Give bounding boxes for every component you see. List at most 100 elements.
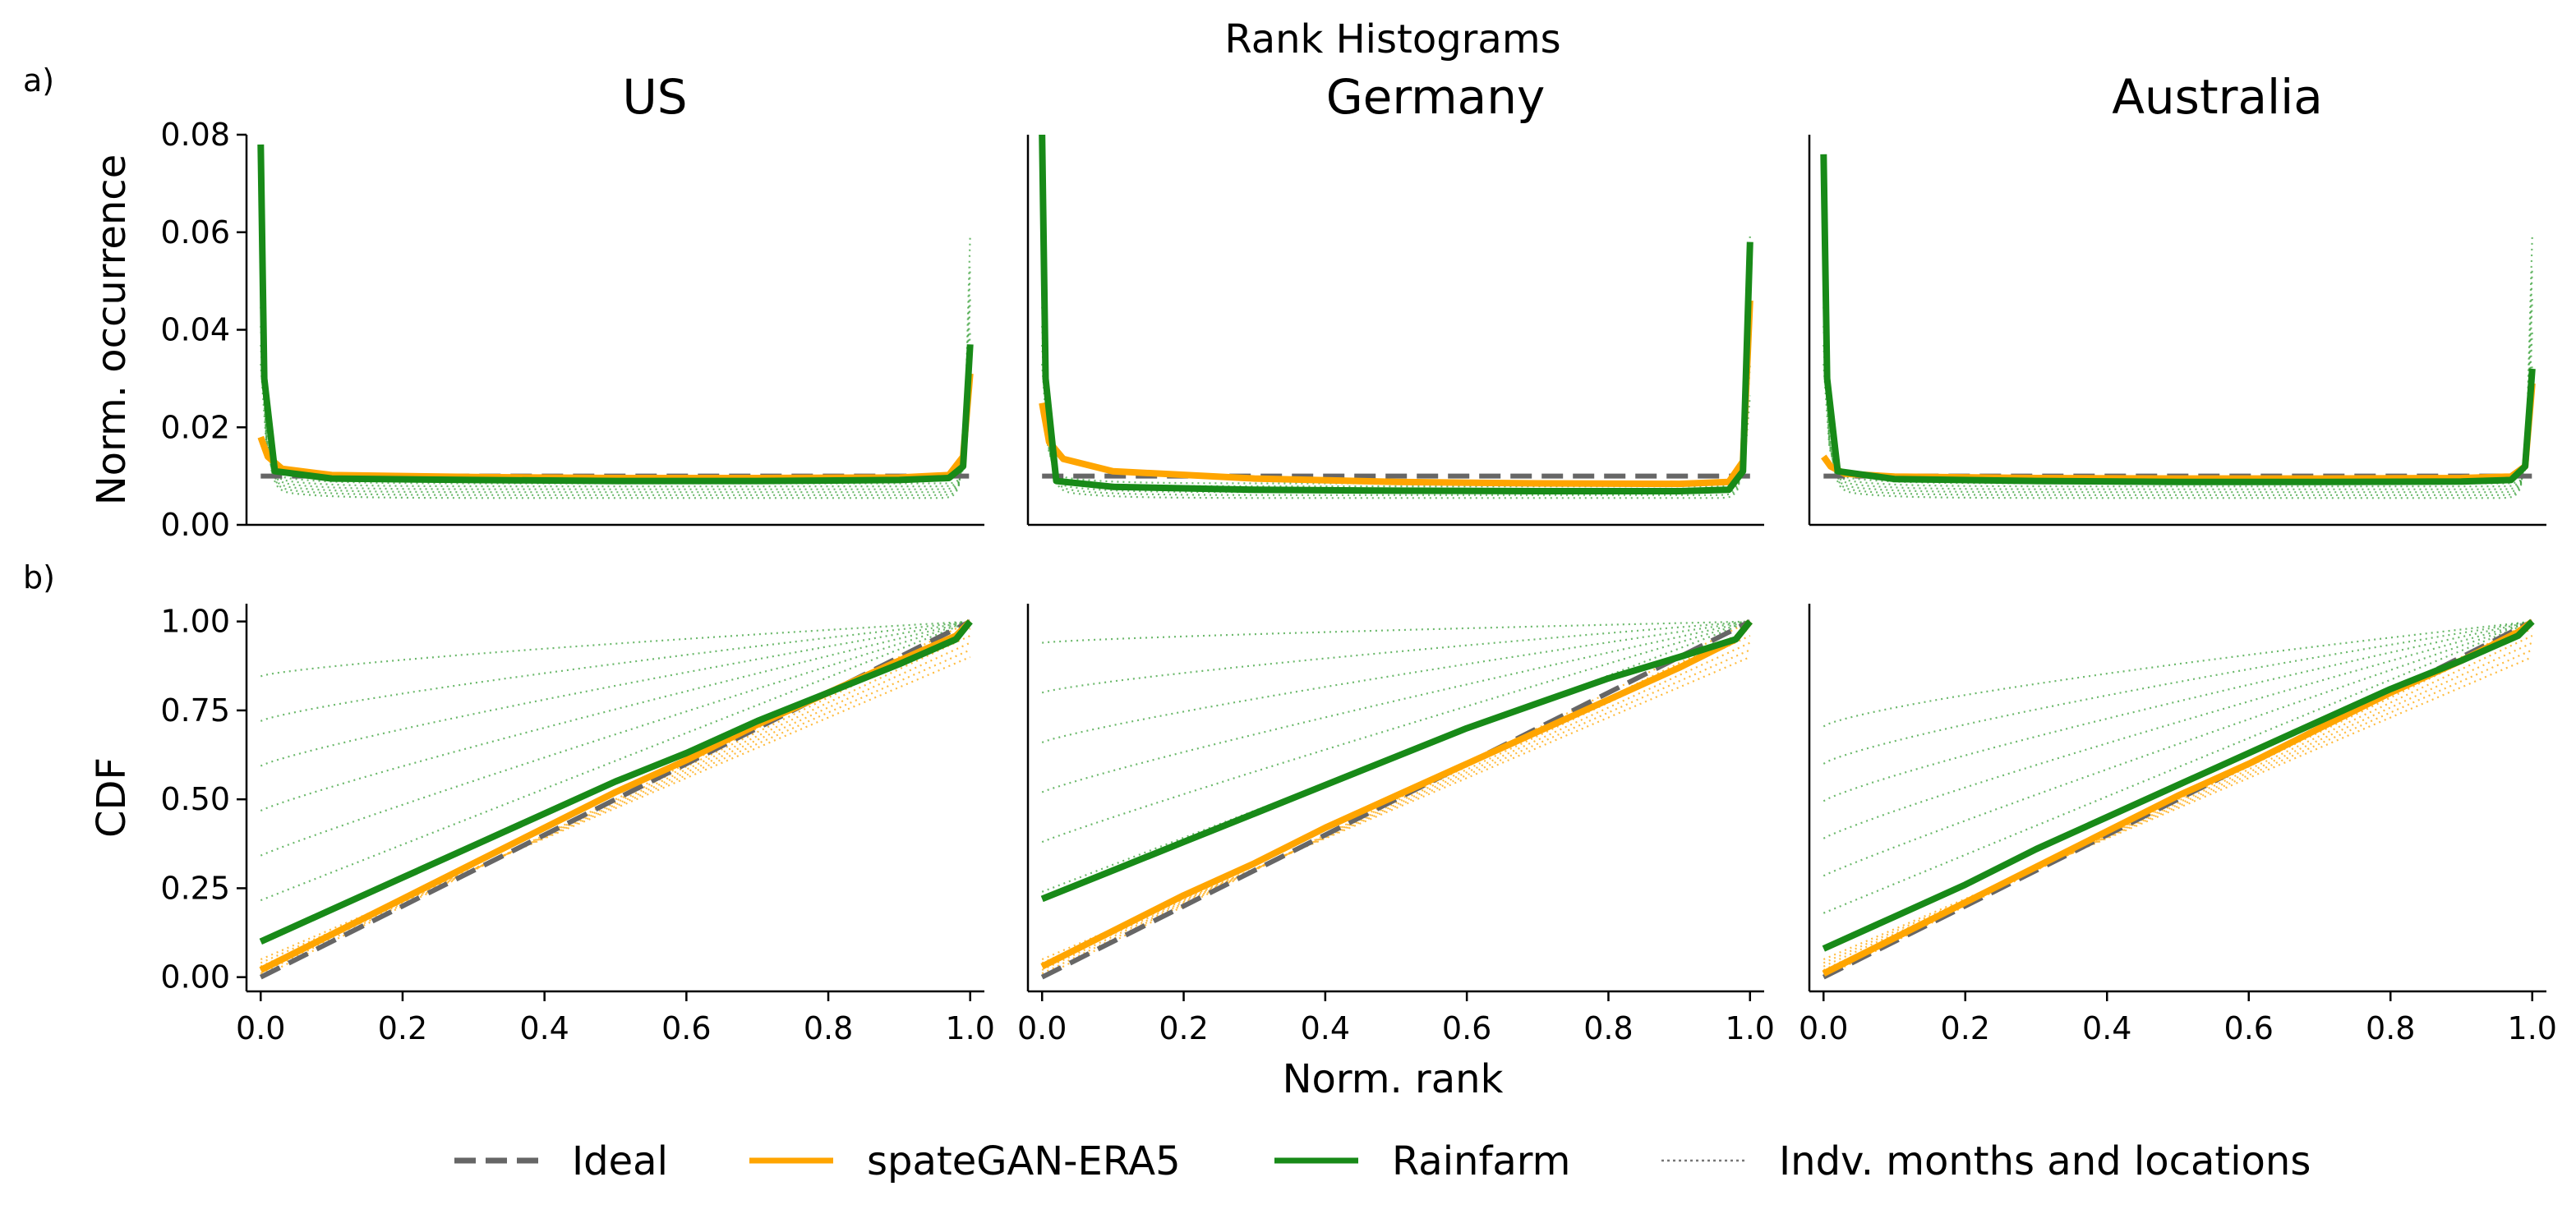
row-b-australia-indv-spategan-line xyxy=(1823,628,2533,975)
row-b-us-xtick-label: 0.0 xyxy=(236,1010,285,1046)
row-a-us-spategan-era5-line xyxy=(257,373,974,481)
row-a-us-ytick-label: 0.04 xyxy=(160,312,230,348)
row-b-ylabel: CDF xyxy=(89,757,135,838)
legend-item-rainfarm: Rainfarm xyxy=(1274,1138,1570,1184)
row-b-germany-xtick-label: 0.8 xyxy=(1583,1010,1633,1046)
row-b-us-indv-rainfarm-line xyxy=(260,620,970,767)
legend-item-indv-months-and-locations: Indv. months and locations xyxy=(1661,1138,2311,1184)
row-a-us-ytick-label: 0.00 xyxy=(160,507,230,543)
row-a-us-indv-rainfarm-line xyxy=(260,234,971,499)
row-b-australia-indv-rainfarm-line xyxy=(1823,620,2533,839)
row-b-us-indv-rainfarm-line xyxy=(260,620,970,678)
row-a-australia-indv-rainfarm-line xyxy=(1823,364,2533,485)
row-b-australia-rainfarm-line xyxy=(1822,618,2535,952)
row-a-us-indv-rainfarm-line xyxy=(260,364,971,485)
row-b-us-xtick-label: 0.6 xyxy=(661,1010,711,1046)
row-a-germany-axes: Germany xyxy=(1026,69,1764,526)
row-b-germany-xtick-label: 0.6 xyxy=(1442,1010,1491,1046)
panel-title-us: US xyxy=(622,69,687,125)
row-a-germany-indv-rainfarm-line xyxy=(1041,364,1751,485)
legend-label: Rainfarm xyxy=(1392,1138,1570,1184)
legend-label: Indv. months and locations xyxy=(1779,1138,2311,1184)
panel-label-a: a) xyxy=(23,62,54,99)
row-a-australia-axes: Australia xyxy=(1808,69,2546,526)
legend-label: spateGAN-ERA5 xyxy=(867,1138,1181,1184)
row-b-us-spategan-era5-line xyxy=(259,618,973,973)
row-b-australia-indv-spategan-line xyxy=(1823,649,2533,964)
row-a-germany-rainfarm-line xyxy=(1039,134,1753,494)
row-b-germany-indv-spategan-line xyxy=(1041,635,1751,971)
row-b-australia-indv-rainfarm-line xyxy=(1823,620,2532,728)
figure-title: Rank Histograms xyxy=(1224,16,1560,62)
row-a-australia-indv-rainfarm-line xyxy=(1823,344,2533,488)
panel-label-b: b) xyxy=(23,559,55,595)
row-b-us-indv-rainfarm-line xyxy=(260,620,970,722)
legend: Ideal spateGAN-ERA5 Rainfarm Indv. months a… xyxy=(454,1138,2311,1184)
row-a-australia-indv-rainfarm-line xyxy=(1823,325,2533,490)
row-b-us-ytick-label: 0.25 xyxy=(160,870,230,906)
row-b-us-xtick-label: 0.2 xyxy=(378,1010,427,1046)
row-b-germany-indv-rainfarm-line xyxy=(1041,620,1750,694)
row-b-us-indv-rainfarm-line xyxy=(260,620,971,902)
row-b-germany-axes: 0.0 0.2 0.4 0.6 0.8 1.0 xyxy=(1017,604,1775,1046)
row-b-us-indv-rainfarm-line xyxy=(260,620,971,857)
panel-title-australia: Australia xyxy=(2112,69,2323,125)
row-b-germany-rainfarm-line xyxy=(1040,619,1753,903)
legend-label: Ideal xyxy=(572,1138,668,1184)
row-b-germany-xtick-label: 0.4 xyxy=(1301,1010,1350,1046)
row-a-australia-rainfarm-line xyxy=(1820,154,2536,485)
row-b-germany-indv-rainfarm-line xyxy=(1041,620,1751,844)
row-a-germany-indv-rainfarm-line xyxy=(1041,234,1751,499)
row-b-australia-indv-rainfarm-line xyxy=(1823,620,2532,765)
row-b-us-indv-rainfarm-line xyxy=(260,620,970,812)
panel-title-germany: Germany xyxy=(1326,69,1546,125)
row-a-germany-indv-rainfarm-line xyxy=(1041,266,1751,496)
row-b-australia-indv-rainfarm-line xyxy=(1823,620,2533,802)
row-b-germany-xtick-label: 0.0 xyxy=(1017,1010,1067,1046)
row-b-germany-xtick-label: 0.2 xyxy=(1159,1010,1208,1046)
row-a-us-indv-rainfarm-line xyxy=(260,325,971,490)
row-a-us-rainfarm-line xyxy=(257,144,974,485)
row-b-us-xtick-label: 1.0 xyxy=(946,1010,995,1046)
row-b-australia-indv-rainfarm-line xyxy=(1823,620,2533,877)
row-b-australia-xtick-label: 0.2 xyxy=(1941,1010,1990,1046)
row-b-australia-xtick-label: 0.0 xyxy=(1799,1010,1848,1046)
row-b-us-indv-spategan-line xyxy=(260,655,971,961)
row-b-germany-spategan-era5-line xyxy=(1040,619,1753,970)
row-a-us-indv-rainfarm-line xyxy=(260,344,971,488)
row-a-australia-indv-rainfarm-line xyxy=(1823,266,2533,496)
row-b-australia-xtick-label: 0.8 xyxy=(2366,1010,2415,1046)
row-b-germany-indv-rainfarm-line xyxy=(1042,620,1750,644)
row-a-us-axes: 0.00 0.02 0.04 0.06 0.08 Norm. occurrence US xyxy=(89,69,984,543)
row-b-us-indv-spategan-line xyxy=(260,635,971,971)
row-b-australia-indv-rainfarm-line xyxy=(1823,620,2533,914)
row-a-us-indv-rainfarm-line xyxy=(260,299,971,494)
row-b-germany-xtick-label: 1.0 xyxy=(1726,1010,1775,1046)
row-b-xlabel: Norm. rank xyxy=(1283,1056,1504,1102)
row-b-germany-ideal-line xyxy=(1040,619,1752,980)
row-b-australia-xtick-label: 0.6 xyxy=(2224,1010,2274,1046)
row-a-germany-spategan-era5-line xyxy=(1039,300,1753,488)
row-a-us-ytick-label: 0.08 xyxy=(160,117,230,153)
row-b-us-ytick-label: 0.00 xyxy=(160,959,230,995)
row-a-us-ytick-label: 0.06 xyxy=(160,214,230,251)
row-b-us-ytick-label: 0.50 xyxy=(160,781,230,817)
row-b-australia-indv-spategan-line xyxy=(1823,655,2533,961)
legend-item-ideal: Ideal xyxy=(454,1138,668,1184)
row-b-australia-xtick-label: 0.4 xyxy=(2082,1010,2131,1046)
row-a-australia-indv-rainfarm-line xyxy=(1823,234,2533,499)
row-b-australia-xtick-label: 1.0 xyxy=(2508,1010,2557,1046)
row-b-us-xtick-label: 0.4 xyxy=(519,1010,569,1046)
row-b-germany-indv-rainfarm-line xyxy=(1041,620,1751,793)
row-b-us-ytick-label: 0.75 xyxy=(160,692,230,729)
row-b-australia-axes: 0.0 0.2 0.4 0.6 0.8 1.0 xyxy=(1799,604,2557,1046)
row-a-australia-spategan-era5-line xyxy=(1821,383,2536,482)
row-a-us-indv-rainfarm-line xyxy=(260,266,971,496)
row-b-us-axes: 0.00 0.25 0.50 0.75 1.00 CDF 0.0 0.2 0.4 0.6 0.8 1.… xyxy=(89,604,995,1046)
row-a-germany-indv-rainfarm-line xyxy=(1041,299,1751,494)
row-b-germany-indv-rainfarm-line xyxy=(1041,620,1750,743)
plot-area: 0.00 0.02 0.04 0.06 0.08 Norm. occurrence US Ge… xyxy=(89,69,2557,1102)
row-a-germany-indv-rainfarm-line xyxy=(1041,344,1751,488)
row-b-germany-indv-spategan-line xyxy=(1041,641,1751,968)
